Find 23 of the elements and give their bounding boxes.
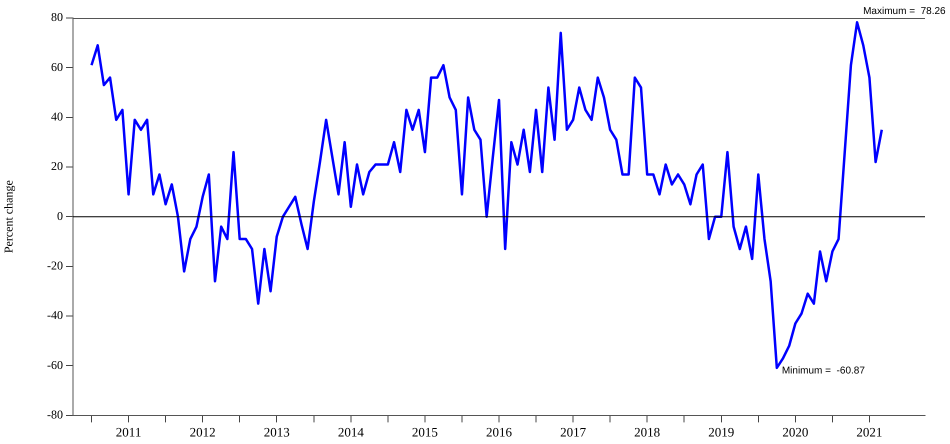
y-tick-label: -40 (47, 308, 63, 322)
x-tick-label: 2017 (560, 424, 587, 440)
x-tick-label: 2012 (190, 424, 216, 440)
x-tick-label: 2014 (338, 424, 364, 440)
y-tick-label: -80 (47, 408, 63, 422)
x-tick-label: 2021 (856, 424, 882, 440)
x-tick-label: 2015 (412, 424, 438, 440)
x-tick-label: 2018 (634, 424, 660, 440)
x-tick-label: 2020 (782, 424, 808, 440)
y-axis-title: Percent change (1, 180, 16, 254)
x-tick-label: 2019 (708, 424, 734, 440)
x-tick-label: 2016 (486, 424, 512, 440)
y-tick-label: 80 (51, 10, 63, 24)
annotation: Minimum = -60.87 (782, 366, 866, 377)
annotation: Maximum = 78.26 (863, 6, 946, 18)
x-tick-label: 2011 (116, 424, 142, 440)
y-tick-label: 40 (51, 110, 63, 124)
y-tick-label: 0 (57, 208, 63, 223)
y-tick-label: -60 (47, 358, 63, 372)
y-tick-label: -20 (47, 258, 63, 273)
y-tick-label: 20 (51, 159, 63, 174)
y-tick-label: 60 (51, 60, 63, 74)
x-tick-label: 2013 (264, 424, 290, 440)
